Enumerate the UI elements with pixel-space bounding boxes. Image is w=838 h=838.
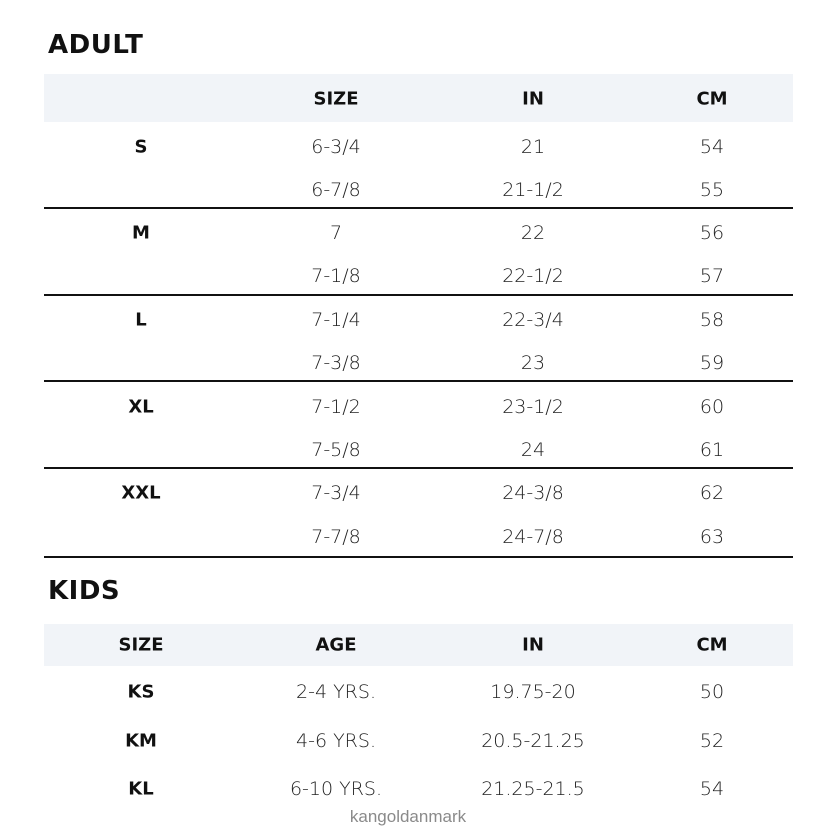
table-cell: 24-7/8	[502, 526, 564, 548]
table-cell: 22-1/2	[502, 265, 564, 287]
size-group-label: M	[132, 222, 150, 244]
table-cell: 19.75-20	[490, 681, 576, 703]
row-divider	[44, 556, 793, 558]
kids-size-label: KL	[128, 778, 154, 800]
size-group-label: S	[134, 136, 148, 158]
table-cell: 22-3/4	[502, 309, 564, 331]
table-cell: 2-4 YRS.	[296, 681, 376, 703]
watermark: kangoldanmark	[349, 807, 467, 826]
table-cell: 21-1/2	[502, 179, 564, 201]
table-cell: 60	[699, 396, 725, 418]
table-cell: 7-1/4	[311, 309, 361, 331]
table-cell: 63	[699, 526, 725, 548]
adult-title: ADULT	[48, 30, 144, 60]
size-group-label: L	[135, 309, 147, 331]
column-header: CM	[696, 634, 728, 656]
table-cell: 21.25-21.5	[481, 778, 585, 800]
table-cell: 22	[520, 222, 546, 244]
kids-title: KIDS	[48, 576, 121, 606]
size-group-label: XXL	[121, 482, 161, 504]
table-cell: 4-6 YRS.	[296, 730, 376, 752]
table-cell: 6-7/8	[311, 179, 361, 201]
table-cell: 20.5-21.25	[481, 730, 585, 752]
table-cell: 54	[699, 136, 725, 158]
table-cell: 58	[699, 309, 725, 331]
column-header: AGE	[315, 634, 357, 656]
column-header: CM	[696, 88, 728, 110]
table-cell: 7-5/8	[311, 439, 361, 461]
column-header: IN	[522, 88, 544, 110]
row-divider	[44, 467, 793, 469]
column-header: SIZE	[118, 634, 164, 656]
table-cell: 50	[699, 681, 725, 703]
kids-header-band	[44, 624, 793, 666]
column-header: IN	[522, 634, 544, 656]
table-cell: 7-1/8	[311, 265, 361, 287]
table-cell: 24-3/8	[502, 482, 564, 504]
column-header: SIZE	[313, 88, 359, 110]
table-cell: 23	[520, 352, 546, 374]
table-cell: 52	[699, 730, 725, 752]
row-divider	[44, 207, 793, 209]
table-cell: 24	[520, 439, 546, 461]
row-divider	[44, 380, 793, 382]
table-cell: 6-3/4	[311, 136, 361, 158]
table-cell: 61	[699, 439, 725, 461]
size-group-label: XL	[128, 396, 154, 418]
table-cell: 57	[699, 265, 725, 287]
table-cell: 62	[699, 482, 725, 504]
table-cell: 59	[699, 352, 725, 374]
table-cell: 7-7/8	[311, 526, 361, 548]
row-divider	[44, 294, 793, 296]
table-cell: 56	[699, 222, 725, 244]
table-cell: 6-10 YRS.	[289, 778, 383, 800]
kids-size-label: KM	[125, 730, 157, 752]
table-cell: 7-3/4	[311, 482, 361, 504]
adult-header-band	[44, 74, 793, 122]
table-cell: 54	[699, 778, 725, 800]
table-cell: 21	[520, 136, 546, 158]
table-cell: 7-3/8	[311, 352, 361, 374]
table-cell: 7-1/2	[311, 396, 361, 418]
table-cell: 23-1/2	[502, 396, 564, 418]
table-cell: 7	[329, 222, 343, 244]
kids-size-label: KS	[127, 681, 155, 703]
table-cell: 55	[699, 179, 725, 201]
